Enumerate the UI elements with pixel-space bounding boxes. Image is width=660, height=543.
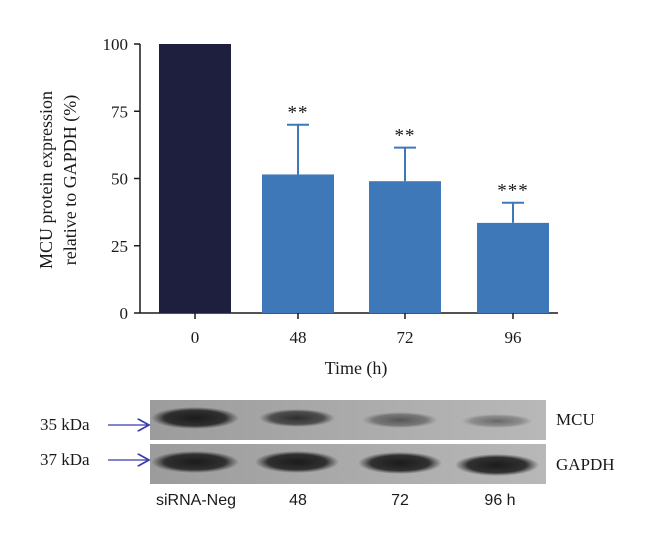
significance-label-3: *** <box>497 181 529 202</box>
bar-72 <box>369 181 441 313</box>
x-tick-label-1: 48 <box>290 328 307 347</box>
mcu-band-lane-2 <box>259 409 335 427</box>
mcu-marker-label: 35 kDa <box>40 415 90 434</box>
y-tick-label-3: 75 <box>111 102 128 121</box>
mcu-band-lane-1 <box>151 407 239 429</box>
y-tick-label-1: 25 <box>111 237 128 256</box>
lane-label-1: siRNA-Neg <box>156 492 236 509</box>
lane-label-4: 96 h <box>484 492 515 509</box>
significance-label-2: ** <box>395 126 416 147</box>
gapdh-band-lane-3 <box>358 452 442 474</box>
x-tick-label-2: 72 <box>397 328 414 347</box>
y-axis-title-line-1: MCU protein expression <box>36 91 56 269</box>
gapdh-band-lane-4 <box>455 454 539 476</box>
gapdh-marker-label: 37 kDa <box>40 450 90 469</box>
mcu-band-lane-4 <box>461 414 533 428</box>
bar-0 <box>159 44 231 313</box>
x-axis-title: Time (h) <box>325 358 388 379</box>
y-tick-label-2: 50 <box>111 170 128 189</box>
y-tick-label-0: 0 <box>120 304 129 323</box>
lane-label-3: 72 <box>391 492 409 509</box>
significance-label-1: ** <box>288 103 309 124</box>
y-axis-title: MCU protein expression relative to GAPDH… <box>36 91 81 269</box>
lane-label-2: 48 <box>289 492 307 509</box>
bar-48 <box>262 174 334 313</box>
gapdh-band-name: GAPDH <box>556 455 615 474</box>
x-tick-label-0: 0 <box>191 328 200 347</box>
x-tick-label-3: 96 <box>505 328 522 347</box>
y-axis-title-line-2: relative to GAPDH (%) <box>60 95 81 265</box>
bar-chart-plot: 0 25 50 75 100 0 48 ** 72 ** 96 *** <box>103 35 558 347</box>
western-blot-panel: 35 kDa 37 kDa MCU GAPDH siRNA-Neg 48 72 … <box>40 400 615 509</box>
mcu-band-lane-3 <box>362 412 438 428</box>
gapdh-band-lane-2 <box>255 451 339 473</box>
gapdh-band-lane-1 <box>151 451 239 473</box>
bar-96 <box>477 222 549 313</box>
y-tick-label-4: 100 <box>103 35 129 54</box>
mcu-band-name: MCU <box>556 410 595 429</box>
